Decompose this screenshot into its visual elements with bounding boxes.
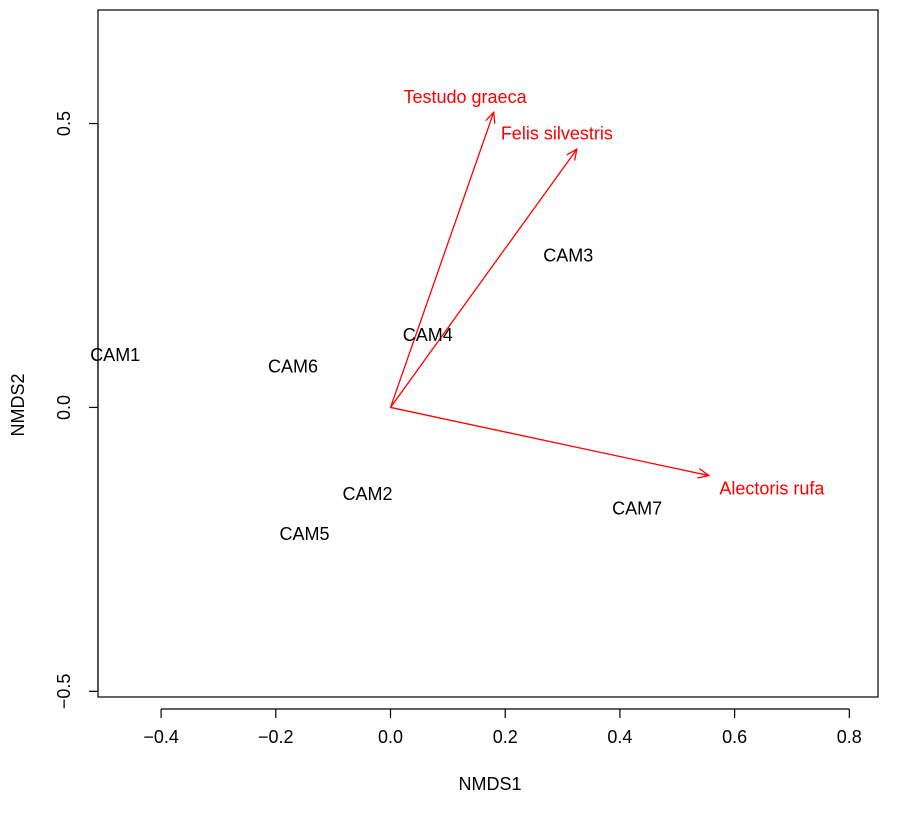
- vector-arrow: [389, 112, 494, 408]
- x-tick-label: 0.8: [837, 727, 862, 747]
- vector-label: Testudo graeca: [404, 87, 528, 107]
- site-point-label: CAM4: [403, 325, 453, 345]
- vector-arrow: [390, 406, 709, 475]
- x-axis-label: NMDS1: [458, 774, 521, 794]
- x-tick-label: −0.4: [143, 727, 179, 747]
- x-tick-label: 0.6: [722, 727, 747, 747]
- x-tick-label: −0.2: [258, 727, 294, 747]
- plot-area: Testudo graeca Felis silvestris Alectoris …: [90, 87, 825, 544]
- vector-arrow: [389, 149, 577, 408]
- x-tick-label: 0.4: [607, 727, 632, 747]
- site-point-label: CAM1: [90, 345, 140, 365]
- site-point-label: CAM7: [612, 498, 662, 518]
- vector-label: Alectoris rufa: [719, 479, 825, 499]
- x-tick-label: 0.2: [493, 727, 518, 747]
- plot-frame: [97, 9, 879, 698]
- y-tick-label: 0.0: [54, 395, 74, 420]
- y-tick-label: 0.5: [54, 111, 74, 136]
- site-point-label: CAM2: [343, 484, 393, 504]
- axes: −0.4 −0.2 0.0 0.2 0.4 0.6 0.8 −0.5 0.0 0.5: [54, 9, 879, 747]
- y-tick-label: −0.5: [54, 674, 74, 710]
- site-point-label: CAM5: [279, 524, 329, 544]
- y-axis-label: NMDS2: [8, 373, 28, 436]
- x-tick-label: 0.0: [378, 727, 403, 747]
- vector-label: Felis silvestris: [501, 124, 613, 144]
- site-point-label: CAM6: [268, 356, 318, 376]
- site-point-label: CAM3: [543, 246, 593, 266]
